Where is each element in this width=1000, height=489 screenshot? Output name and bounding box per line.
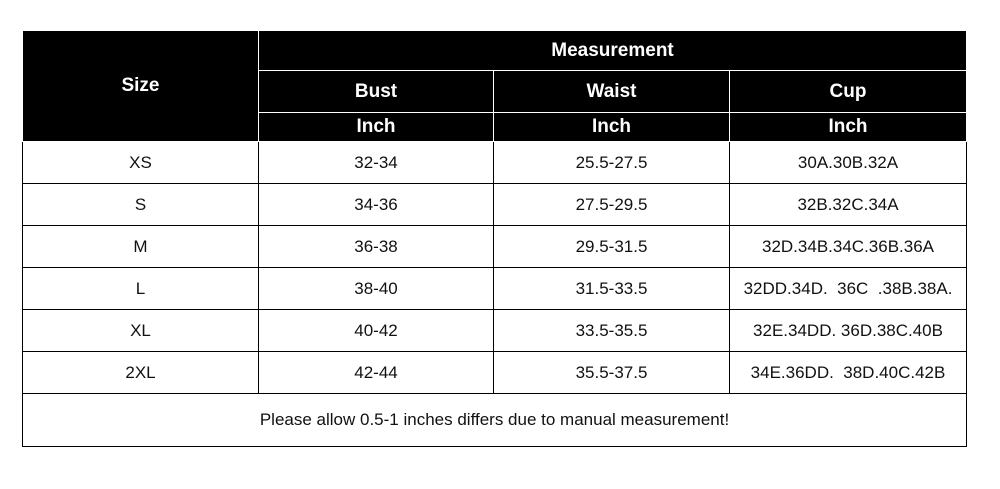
data-row: M 36-38 29.5-31.5 32D.34B.34C.36B.36A [22, 225, 968, 268]
data-row: XS 32-34 25.5-27.5 30A.30B.32A [22, 141, 968, 184]
measure-cell: 42-44 [258, 351, 494, 394]
header-row: Inch Inch Inch [23, 112, 968, 142]
data-row: XL 40-42 33.5-35.5 32E.34DD. 36D.38C.40B [22, 309, 968, 352]
measure-cell: 34E.36DD. 38D.40C.42B [728, 351, 968, 394]
size-header: Size [22, 30, 259, 142]
measure-cell: 32E.34DD. 36D.38C.40B [728, 309, 968, 352]
measure-cell: 38-40 [258, 267, 494, 310]
measure-cell: 27.5-29.5 [493, 183, 730, 226]
footer-note: Please allow 0.5-1 inches differs due to… [21, 393, 968, 447]
size-cell: L [22, 267, 259, 310]
measure-cell: 29.5-31.5 [493, 225, 730, 268]
group-header: Measurement [257, 30, 968, 71]
measure-cell: 32-34 [258, 141, 494, 184]
column-header: Waist [493, 70, 730, 113]
measure-cell: 36-38 [258, 225, 494, 268]
size-cell: XL [22, 309, 259, 352]
measure-cell: 30A.30B.32A [728, 141, 968, 184]
measure-cell: 32D.34B.34C.36B.36A [728, 225, 968, 268]
data-row: S 34-36 27.5-29.5 32B.32C.34A [22, 183, 968, 226]
size-cell: XS [22, 141, 259, 184]
measure-cell: 40-42 [258, 309, 494, 352]
header-row: Size Measurement [22, 30, 968, 142]
data-row: 2XL 42-44 35.5-37.5 34E.36DD. 38D.40C.42B [22, 351, 968, 394]
measure-cell: 32B.32C.34A [728, 183, 968, 226]
data-row: L 38-40 31.5-33.5 32DD.34D. 36C .38B.38A. [22, 267, 968, 310]
column-header: Cup [728, 70, 968, 113]
measure-cell: 35.5-37.5 [493, 351, 730, 394]
footer-row: Please allow 0.5-1 inches differs due to… [21, 393, 968, 447]
size-cell: M [22, 225, 259, 268]
table-body: XS 32-34 25.5-27.5 30A.30B.32A S 34-36 27.5-29… [22, 141, 968, 394]
measure-cell: 33.5-35.5 [493, 309, 730, 352]
measure-cell: 31.5-33.5 [493, 267, 730, 310]
unit-header: Inch [493, 112, 730, 142]
unit-header: Inch [728, 112, 968, 142]
header-row: Bust Waist Cup [23, 70, 968, 113]
column-header: Bust [258, 70, 494, 113]
measure-cell: 25.5-27.5 [493, 141, 730, 184]
size-cell: 2XL [22, 351, 259, 394]
measure-cell: 34-36 [258, 183, 494, 226]
measure-cell: 32DD.34D. 36C .38B.38A. [728, 267, 968, 310]
size-cell: S [22, 183, 259, 226]
unit-header: Inch [258, 112, 494, 142]
size-table: Size Measurement Bust Waist Cup Inch Inc… [21, 30, 968, 447]
